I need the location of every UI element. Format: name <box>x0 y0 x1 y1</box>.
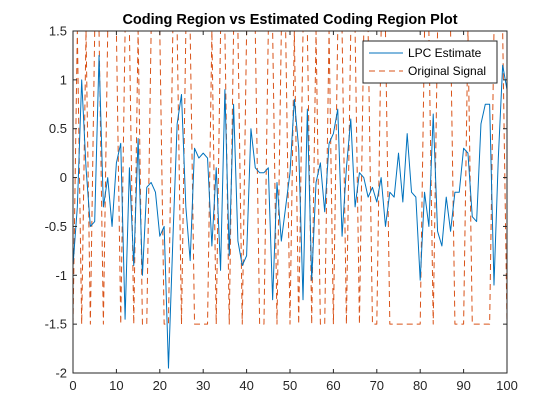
y-tick-label: -0.5 <box>45 219 67 234</box>
y-tick-label: -1 <box>55 268 67 283</box>
x-tick-label: 40 <box>239 378 253 393</box>
legend: LPC Estimate Original Signal <box>362 40 498 84</box>
x-tick-label: 90 <box>456 378 470 393</box>
y-tick-label: -2 <box>55 366 67 381</box>
y-tick-label: 0 <box>60 170 67 185</box>
x-tick-label: 100 <box>496 378 518 393</box>
legend-box <box>362 40 498 84</box>
axis-ticks: 0 10 20 30 40 50 60 70 80 90 100 -2 -1.5 -1 -0.5 0 0.5 1 1… <box>45 24 518 394</box>
legend-label-lpc: LPC Estimate <box>408 46 482 60</box>
y-tick-label: 1.5 <box>49 24 67 39</box>
y-tick-label: 0.5 <box>49 121 67 136</box>
x-tick-label: 70 <box>370 378 384 393</box>
series-line-lpc-estimate <box>73 54 507 369</box>
series-layer <box>73 31 507 369</box>
y-tick-label: -1.5 <box>45 317 67 332</box>
x-tick-label: 20 <box>153 378 167 393</box>
x-tick-label: 50 <box>283 378 297 393</box>
y-tick-label: 1 <box>60 72 67 87</box>
x-tick-label: 0 <box>69 378 76 393</box>
plot-frame <box>72 30 508 374</box>
x-tick-label: 60 <box>326 378 340 393</box>
legend-label-original: Original Signal <box>408 64 486 78</box>
x-tick-label: 80 <box>413 378 427 393</box>
chart-title: Coding Region vs Estimated Coding Region… <box>122 12 457 28</box>
x-tick-label: 10 <box>109 378 123 393</box>
x-tick-label: 30 <box>196 378 210 393</box>
series-line-original-signal <box>73 31 507 325</box>
